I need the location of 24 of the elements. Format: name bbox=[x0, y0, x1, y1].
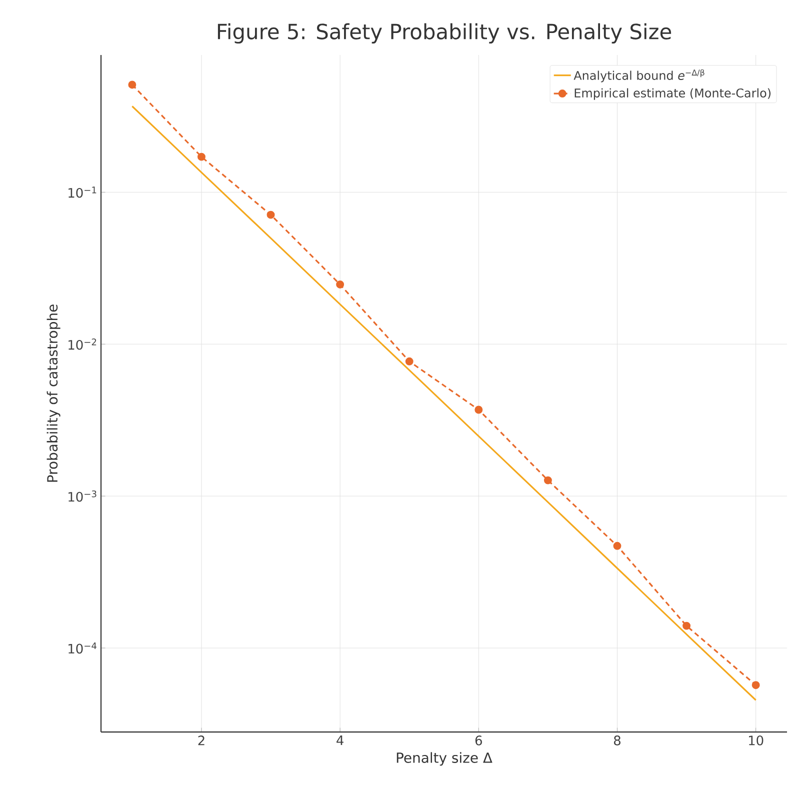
point bbox=[752, 681, 760, 690]
chart-title: Figure 5: Safety Probability vs. Penalty Size bbox=[218, 23, 672, 44]
point bbox=[613, 542, 622, 550]
point bbox=[682, 622, 691, 630]
x-axis-title: Penalty size Δ bbox=[396, 752, 492, 766]
x-tick-label: 10 bbox=[749, 736, 764, 746]
x-tick-label: 2 bbox=[198, 736, 204, 746]
y-axis-title: Probability of catastrophe bbox=[46, 304, 60, 482]
x-tick-label: 8 bbox=[614, 736, 620, 746]
y-tick-label: 10$^{−1}$ bbox=[68, 186, 96, 198]
point bbox=[266, 210, 275, 219]
y-tick-label: 10$^{−2}$ bbox=[68, 338, 96, 350]
point bbox=[197, 152, 206, 161]
y-tick-label: 10$^{−4}$ bbox=[68, 642, 96, 654]
legend-label: Empirical estimate (Monte-Carlo) bbox=[574, 88, 771, 100]
y-tick-label: 10$^{−3}$ bbox=[68, 490, 96, 502]
legend-label: Analytical bound e$^{−Δ/β}$ bbox=[574, 69, 704, 82]
x-tick-label: 4 bbox=[336, 736, 344, 745]
point bbox=[405, 357, 414, 366]
point bbox=[474, 406, 483, 414]
x-tick-label: 6 bbox=[475, 736, 482, 746]
point bbox=[128, 80, 136, 89]
point bbox=[336, 280, 344, 288]
point bbox=[544, 476, 552, 484]
